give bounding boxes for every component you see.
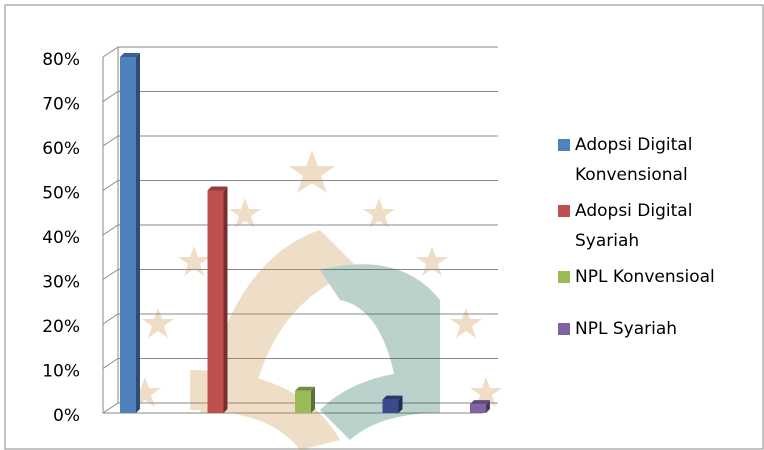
grid-line: [103, 136, 118, 146]
y-tick-label: 10%: [42, 362, 80, 382]
legend-item: NPL Konvensioal: [558, 262, 728, 292]
grid-line: [103, 359, 118, 369]
watermark: [129, 150, 502, 450]
y-tick-label: 20%: [42, 317, 80, 337]
bar: [383, 400, 399, 413]
legend-item: Adopsi Digital Konvensional: [558, 130, 728, 190]
bar-side: [136, 53, 140, 413]
bar: [295, 391, 311, 413]
legend-item: Adopsi Digital Syariah: [558, 196, 728, 256]
bar: [208, 191, 224, 414]
bar: [120, 57, 136, 413]
legend-item: NPL Syariah: [558, 314, 728, 344]
y-tick-label: 0%: [53, 406, 80, 426]
bar-side: [224, 187, 228, 414]
legend-label: NPL Konvensioal: [575, 262, 715, 292]
y-tick-label: 30%: [42, 273, 80, 293]
y-tick-label: 50%: [42, 184, 80, 204]
grid-line: [103, 270, 118, 280]
bar-side: [311, 387, 315, 413]
grid-line: [103, 181, 118, 191]
grid-line: [103, 314, 118, 324]
legend-swatch: [558, 139, 570, 151]
grid-line: [103, 403, 118, 413]
legend-swatch: [558, 205, 570, 217]
bar: [470, 404, 486, 413]
y-tick-label: 60%: [42, 139, 80, 159]
grid-line: [103, 47, 118, 57]
legend-swatch: [558, 323, 570, 335]
y-tick-label: 40%: [42, 228, 80, 248]
y-tick-label: 80%: [42, 50, 80, 70]
legend-label: NPL Syariah: [575, 314, 677, 344]
legend-swatch: [558, 271, 570, 283]
legend-label: Adopsi Digital Syariah: [575, 196, 728, 256]
grid-line: [103, 225, 118, 235]
chart-frame: 0% 10% 20% 30% 40% 50% 60% 70% 80% Adopsi Digita…: [0, 0, 764, 450]
legend-label: Adopsi Digital Konvensional: [575, 130, 728, 190]
y-tick-label: 70%: [42, 95, 80, 115]
grid-line: [103, 92, 118, 102]
